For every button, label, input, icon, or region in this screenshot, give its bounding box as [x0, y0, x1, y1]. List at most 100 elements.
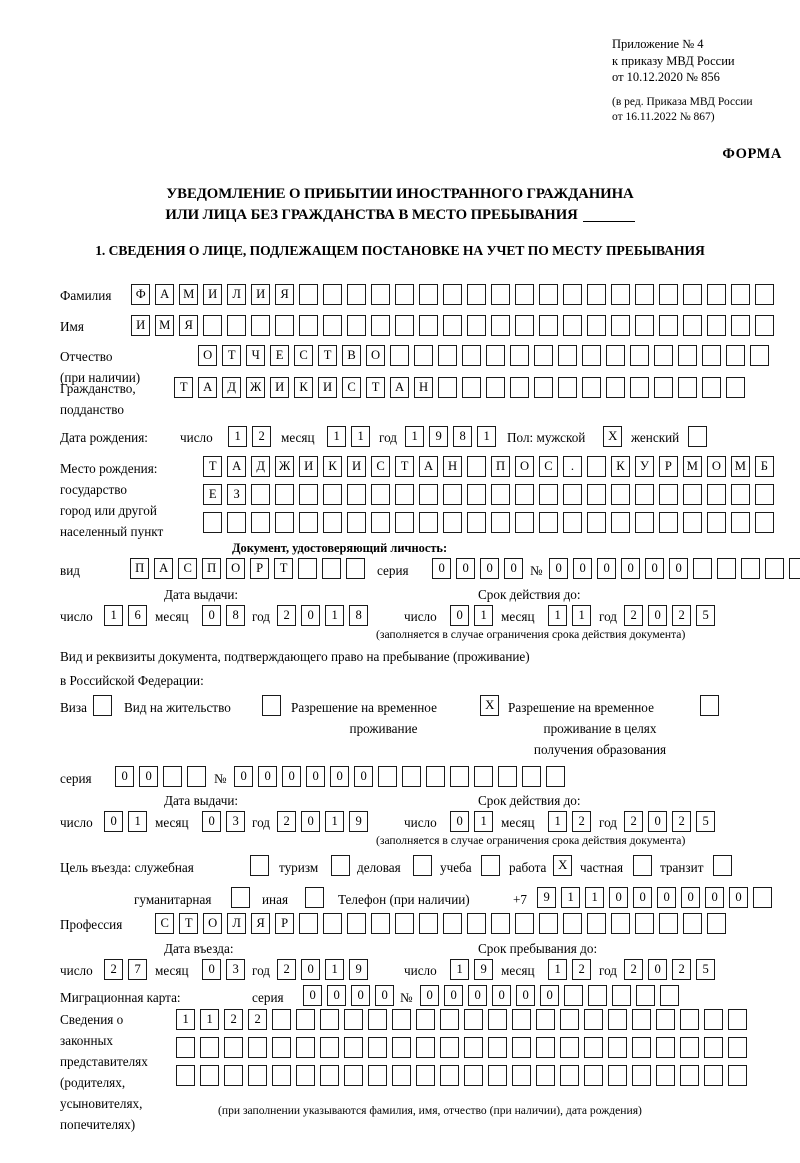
char-cell[interactable]: 0	[300, 959, 321, 980]
char-cell[interactable]: Ж	[245, 377, 266, 398]
char-cell[interactable]	[418, 315, 439, 336]
char-cell[interactable]: 0	[353, 766, 374, 787]
char-cell[interactable]	[538, 284, 559, 305]
char-cell[interactable]: 1	[476, 426, 497, 447]
char-cell[interactable]	[659, 985, 680, 1006]
char-cell[interactable]: Т	[273, 558, 294, 579]
char-cell[interactable]	[487, 1009, 508, 1030]
char-cell[interactable]	[727, 1065, 748, 1086]
char-cell[interactable]: М	[682, 456, 703, 477]
char-cell[interactable]: П	[130, 558, 150, 579]
char-cell[interactable]	[706, 284, 727, 305]
char-cell[interactable]	[533, 345, 554, 366]
sex-male-checkbox[interactable]: X	[603, 426, 623, 447]
char-cell[interactable]	[754, 284, 774, 305]
char-cell[interactable]	[199, 1037, 220, 1058]
char-cell[interactable]: П	[490, 456, 511, 477]
char-cell[interactable]	[322, 484, 343, 505]
char-cell[interactable]	[418, 284, 439, 305]
char-cell[interactable]: 1	[199, 1009, 220, 1030]
char-cell[interactable]	[725, 345, 746, 366]
char-cell[interactable]: 2	[671, 605, 692, 626]
char-cell[interactable]: 0	[632, 887, 653, 908]
char-cell[interactable]: С	[177, 558, 198, 579]
char-cell[interactable]	[752, 887, 773, 908]
birthplace-input-row-3[interactable]	[203, 512, 775, 533]
char-cell[interactable]: 2	[671, 959, 692, 980]
char-cell[interactable]	[322, 913, 343, 934]
char-cell[interactable]: 1	[176, 1009, 196, 1030]
char-cell[interactable]: 0	[303, 985, 323, 1006]
char-cell[interactable]: 2	[571, 959, 592, 980]
char-cell[interactable]: 1	[104, 605, 124, 626]
char-cell[interactable]: 2	[624, 811, 644, 832]
char-cell[interactable]: 2	[251, 426, 272, 447]
char-cell[interactable]	[511, 1037, 532, 1058]
char-cell[interactable]	[370, 484, 391, 505]
char-cell[interactable]	[655, 1065, 676, 1086]
char-cell[interactable]	[497, 766, 518, 787]
char-cell[interactable]	[298, 284, 319, 305]
purpose-official-checkbox[interactable]	[250, 855, 270, 876]
char-cell[interactable]: 0	[704, 887, 725, 908]
char-cell[interactable]	[394, 315, 415, 336]
char-cell[interactable]	[487, 1065, 508, 1086]
char-cell[interactable]	[658, 284, 679, 305]
char-cell[interactable]: 0	[596, 558, 617, 579]
char-cell[interactable]	[295, 1037, 316, 1058]
char-cell[interactable]: 0	[656, 887, 677, 908]
char-cell[interactable]	[586, 456, 607, 477]
char-cell[interactable]	[535, 1009, 556, 1030]
char-cell[interactable]: 2	[624, 605, 644, 626]
char-cell[interactable]	[319, 1037, 340, 1058]
char-cell[interactable]	[653, 345, 674, 366]
char-cell[interactable]	[370, 315, 391, 336]
char-cell[interactable]: 8	[452, 426, 473, 447]
char-cell[interactable]: И	[298, 456, 319, 477]
char-cell[interactable]	[764, 558, 785, 579]
char-cell[interactable]	[439, 1065, 460, 1086]
char-cell[interactable]: 0	[115, 766, 135, 787]
char-cell[interactable]	[583, 1009, 604, 1030]
char-cell[interactable]	[250, 512, 271, 533]
char-cell[interactable]: 3	[225, 811, 246, 832]
legal-rep-input-row-2[interactable]	[176, 1037, 748, 1058]
char-cell[interactable]	[442, 315, 463, 336]
char-cell[interactable]	[389, 345, 410, 366]
char-cell[interactable]	[271, 1037, 292, 1058]
char-cell[interactable]	[437, 377, 458, 398]
char-cell[interactable]	[586, 284, 607, 305]
char-cell[interactable]	[634, 315, 655, 336]
char-cell[interactable]	[682, 315, 703, 336]
char-cell[interactable]	[370, 512, 391, 533]
char-cell[interactable]	[583, 1037, 604, 1058]
char-cell[interactable]	[727, 1037, 748, 1058]
char-cell[interactable]	[367, 1009, 388, 1030]
char-cell[interactable]	[607, 1009, 628, 1030]
char-cell[interactable]	[562, 913, 583, 934]
char-cell[interactable]	[250, 315, 271, 336]
char-cell[interactable]	[586, 484, 607, 505]
char-cell[interactable]	[345, 558, 366, 579]
char-cell[interactable]	[442, 913, 463, 934]
char-cell[interactable]	[415, 1065, 436, 1086]
char-cell[interactable]: 0	[257, 766, 278, 787]
char-cell[interactable]	[605, 377, 626, 398]
char-cell[interactable]	[658, 484, 679, 505]
char-cell[interactable]	[274, 315, 295, 336]
char-cell[interactable]	[346, 484, 367, 505]
char-cell[interactable]	[509, 345, 530, 366]
char-cell[interactable]	[730, 512, 751, 533]
char-cell[interactable]: Р	[249, 558, 270, 579]
char-cell[interactable]: С	[293, 345, 314, 366]
